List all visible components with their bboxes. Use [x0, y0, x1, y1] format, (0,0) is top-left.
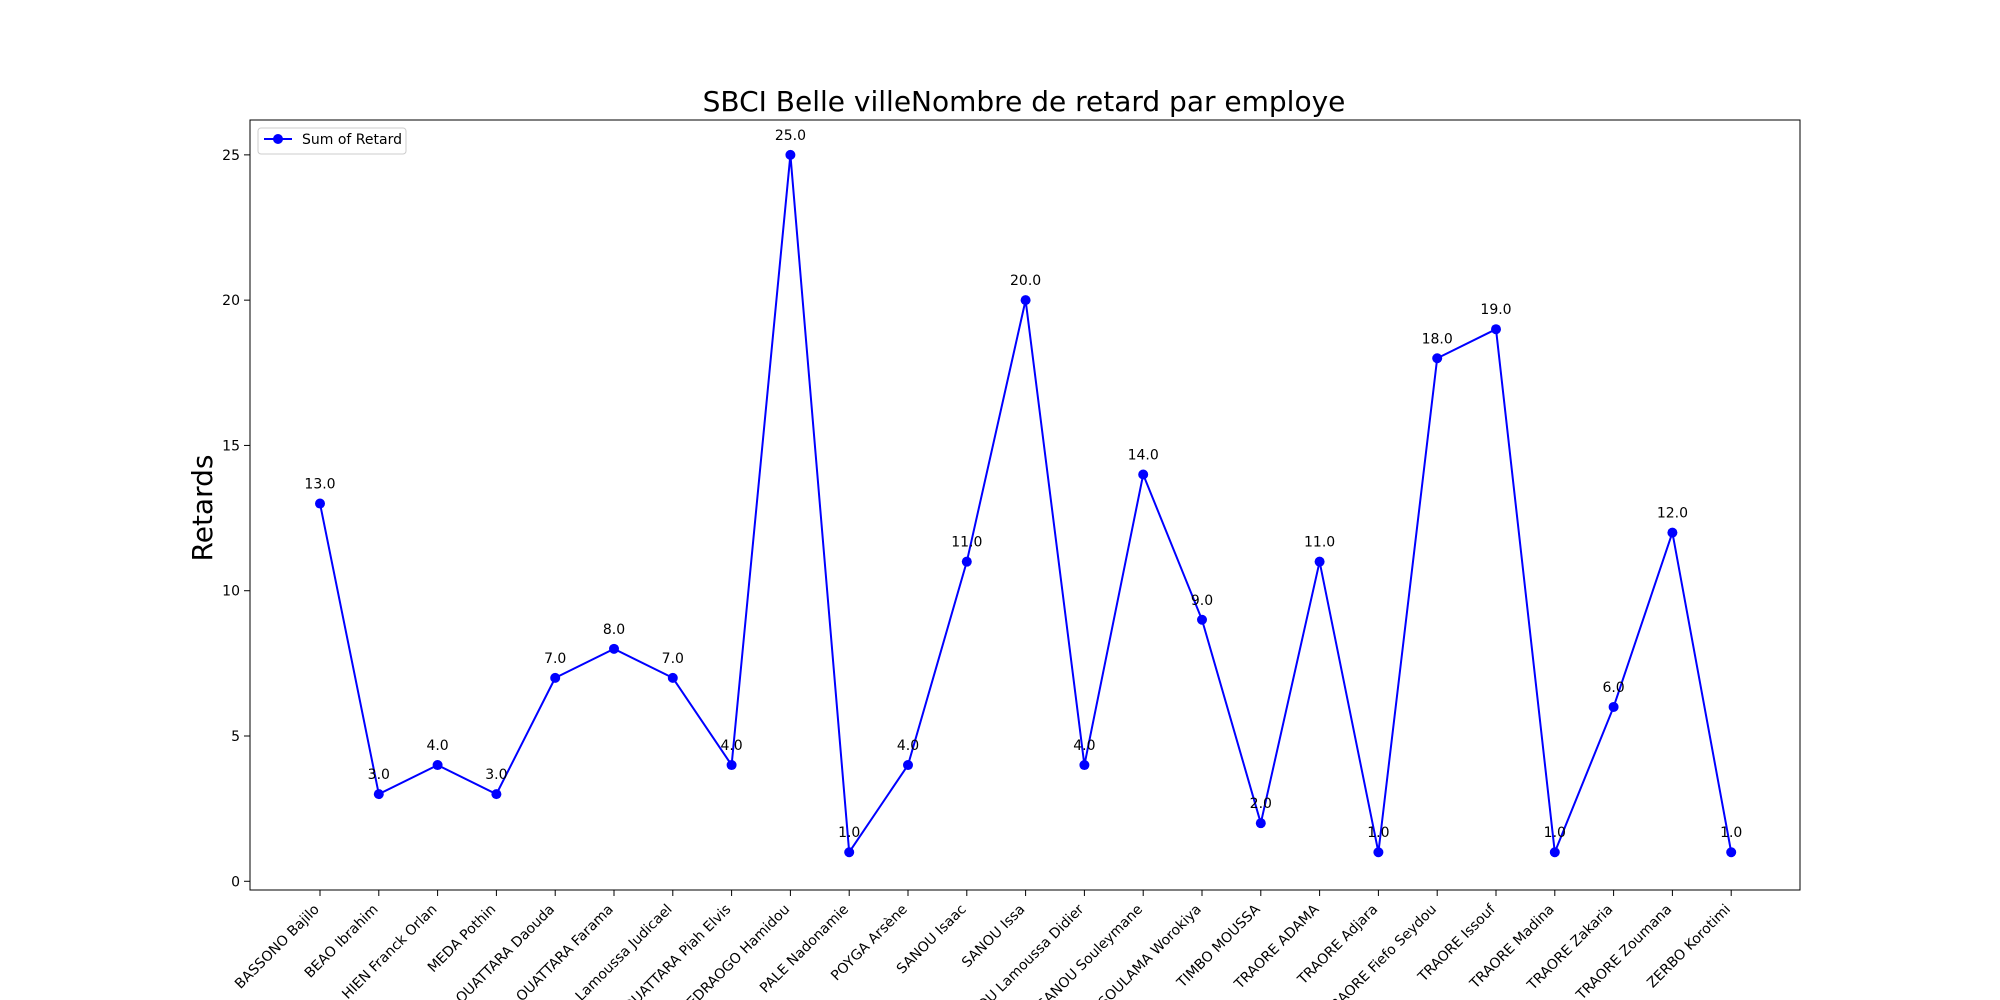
data-label: 19.0 [1480, 302, 1511, 318]
data-label: 12.0 [1657, 506, 1688, 522]
data-label: 11.0 [951, 535, 982, 551]
data-point [726, 760, 737, 771]
data-label: 4.0 [426, 738, 448, 754]
data-point [961, 556, 972, 567]
data-label: 1.0 [1720, 825, 1742, 841]
data-label: 1.0 [1544, 825, 1566, 841]
data-point [1197, 614, 1207, 625]
data-point [609, 643, 619, 654]
x-tick-label: RAORE Fiefo Seydou [1328, 902, 1440, 1000]
data-label: 20.0 [1010, 273, 1041, 289]
data-label: 3.0 [368, 767, 390, 783]
data-label: 4.0 [720, 738, 742, 754]
data-point [491, 789, 502, 800]
data-label: 13.0 [304, 477, 335, 493]
data-point [667, 672, 678, 683]
data-label: 9.0 [1191, 593, 1213, 609]
y-tick-label: 0 [231, 874, 240, 890]
y-tick-label: 15 [222, 438, 240, 454]
legend: Sum of Retard [257, 127, 407, 155]
data-point [1138, 469, 1149, 480]
y-tick-label: 25 [222, 148, 240, 164]
data-point [844, 847, 855, 858]
chart-title: SBCI Belle villeNombre de retard par emp… [703, 85, 1346, 118]
data-point [1667, 527, 1678, 538]
data-point [432, 760, 443, 771]
data-point [1491, 324, 1501, 335]
data-label: 7.0 [662, 651, 684, 667]
data-label: 1.0 [838, 825, 860, 841]
data-label: 2.0 [1250, 796, 1272, 812]
data-point [1314, 556, 1325, 567]
y-tick-label: 10 [222, 584, 240, 600]
y-tick-label: 5 [231, 729, 240, 745]
data-label: 7.0 [544, 651, 566, 667]
y-tick-label: 20 [222, 293, 240, 309]
y-axis-label: Retards [186, 455, 219, 562]
series-line [319, 154, 1733, 856]
data-point [1608, 701, 1619, 712]
data-point [785, 149, 796, 160]
legend-marker-swatch [273, 134, 283, 144]
data-point [1549, 847, 1560, 858]
legend-entry-sum-of-retard: Sum of Retard [302, 132, 402, 148]
legend-box [257, 127, 407, 155]
data-label: 3.0 [485, 767, 507, 783]
data-point [1079, 760, 1090, 771]
data-label: 18.0 [1422, 331, 1453, 347]
data-point [315, 498, 325, 509]
data-label: 4.0 [1073, 738, 1095, 754]
data-label: 14.0 [1128, 447, 1159, 463]
data-point [1726, 847, 1737, 858]
data-label: 25.0 [775, 128, 806, 144]
data-label: 1.0 [1367, 825, 1389, 841]
data-point [1255, 818, 1266, 829]
data-label: 11.0 [1304, 535, 1335, 551]
data-label: 4.0 [897, 738, 919, 754]
y-axis: 0 5 10 15 20 25 [222, 148, 250, 890]
data-point [1432, 353, 1443, 364]
data-label: 8.0 [603, 622, 625, 638]
plot-frame [249, 119, 1801, 891]
data-point [373, 789, 384, 800]
data-point [1373, 847, 1384, 858]
data-point [1020, 295, 1031, 306]
series-sum-of-retard: 13.0 3.0 4.0 3.0 7.0 8.0 7.0 4.0 25.0 1.0 4.0 11.0 2… [304, 128, 1742, 858]
data-point [903, 760, 913, 771]
data-label: 6.0 [1602, 680, 1624, 696]
data-point [550, 672, 561, 683]
